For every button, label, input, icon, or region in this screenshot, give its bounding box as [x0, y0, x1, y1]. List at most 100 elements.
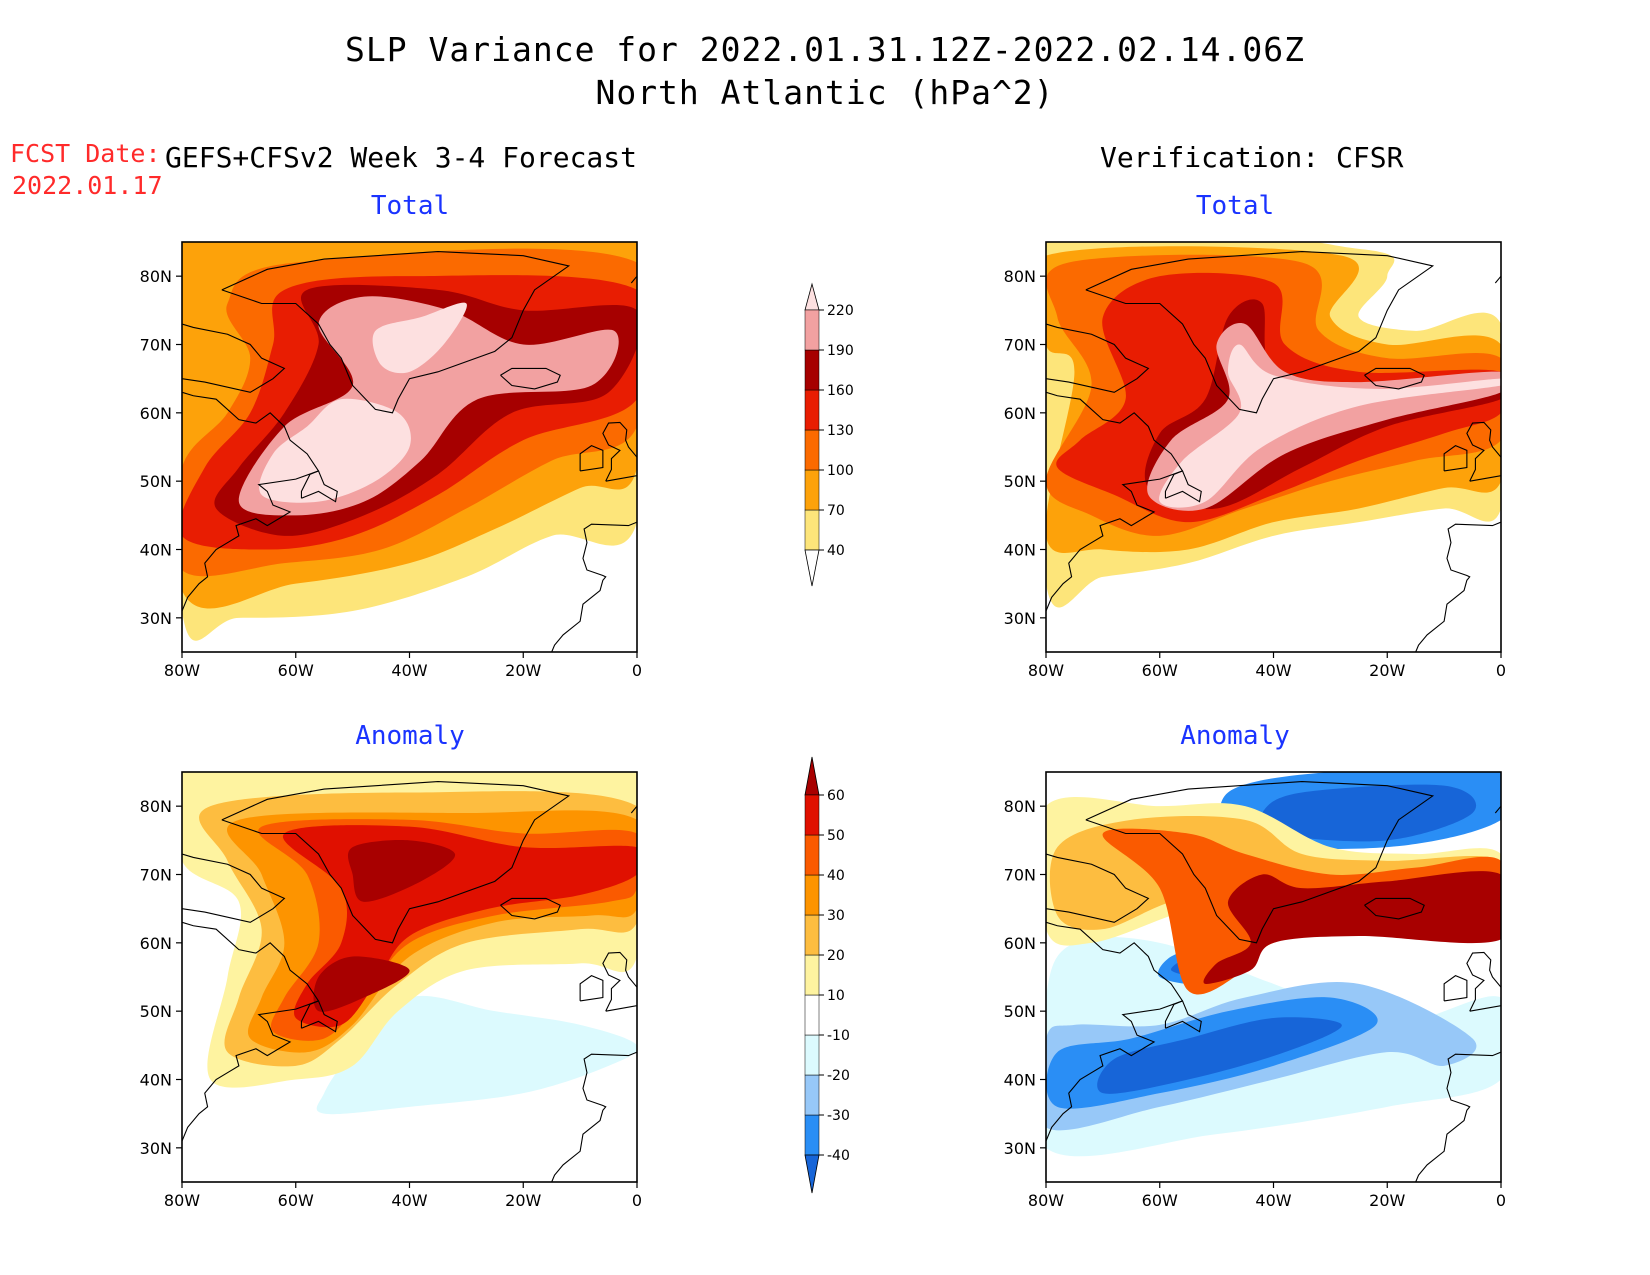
coastline: [1046, 853, 1150, 923]
lat-tick-label: 80N: [140, 797, 172, 816]
coastline: [1494, 275, 1501, 284]
colorbar-segment: [804, 1114, 820, 1156]
coastline: [1046, 391, 1184, 612]
colorbar-label: 30: [827, 908, 845, 924]
lon-tick-label: 60W: [278, 661, 314, 680]
colorbar-label: 40: [827, 868, 845, 884]
lon-tick-label: 40W: [391, 661, 427, 680]
coastline: [1046, 323, 1150, 393]
colorbar-segment: [804, 429, 820, 471]
colorbar-label: -30: [827, 1108, 850, 1124]
colorbar-label: 130: [827, 423, 854, 439]
shaded-field: [1046, 772, 1501, 1182]
colorbar-max-arrow: [804, 756, 820, 796]
colorbar-segment: [804, 349, 820, 391]
left-column-header: GEFS+CFSv2 Week 3-4 Forecast: [165, 141, 638, 174]
lat-tick-label: 40N: [1004, 541, 1036, 560]
contour-region: [372, 302, 467, 374]
coastline: [182, 391, 320, 612]
lat-tick-label: 30N: [1004, 1139, 1036, 1158]
colorbar-max-arrow: [804, 282, 820, 311]
contour-region: [1097, 1017, 1342, 1094]
lat-tick-label: 50N: [1004, 472, 1036, 491]
lat-tick-label: 60N: [1004, 404, 1036, 423]
colorbar-min-arrow: [804, 549, 820, 587]
coastline: [1046, 921, 1184, 1142]
coastline: [1466, 951, 1501, 1012]
colorbar-segment: [804, 389, 820, 431]
lon-tick-label: 40W: [1255, 1191, 1291, 1210]
colorbar-label: 60: [827, 788, 845, 804]
coastline: [1443, 975, 1468, 1002]
lat-tick-label: 40N: [140, 1071, 172, 1090]
map-forecast-total: 80W 60W 40W 20W 0 80N 70N 60N 50N 40N 30N: [140, 241, 642, 680]
coastline: [500, 367, 561, 390]
contour-region: [347, 840, 456, 902]
lat-tick-label: 50N: [140, 1002, 172, 1021]
colorbar-label: 50: [827, 828, 845, 844]
lon-tick-label: 80W: [164, 661, 200, 680]
colorbar-segment: [804, 994, 820, 1036]
lon-tick-label: 20W: [505, 661, 541, 680]
colorbar-total: 40 70 100 130 160 190 220: [804, 282, 854, 587]
right-column-header: Verification: CFSR: [1100, 141, 1404, 174]
colorbar-anomaly: -40 -30 -20 -10 10 20 30 40 50 60: [804, 756, 850, 1194]
coastline: [551, 521, 637, 652]
colorbar-label: 40: [827, 543, 845, 559]
contour-region: [259, 398, 411, 503]
panel-label-verification-anomaly: Anomaly: [1180, 721, 1290, 751]
colorbar-label: 160: [827, 383, 854, 399]
coastline: [579, 975, 604, 1002]
coastline: [300, 470, 338, 503]
colorbar-label: 220: [827, 303, 854, 319]
lon-tick-label: 60W: [1142, 661, 1178, 680]
colorbar-label: -10: [827, 1028, 850, 1044]
lon-tick-label: 0: [632, 661, 642, 680]
lat-tick-label: 60N: [1004, 934, 1036, 953]
colorbar-segment: [804, 874, 820, 916]
coastline: [579, 445, 604, 472]
colorbar-segment: [804, 794, 820, 836]
lat-tick-label: 80N: [1004, 797, 1036, 816]
contour-region: [1203, 871, 1501, 984]
coastline: [1164, 470, 1202, 503]
lat-tick-label: 60N: [140, 934, 172, 953]
lat-tick-label: 80N: [140, 267, 172, 286]
lat-tick-label: 30N: [140, 609, 172, 628]
panel-label-forecast-anomaly: Anomaly: [355, 721, 465, 751]
lon-tick-label: 0: [1496, 661, 1506, 680]
coastline: [1364, 367, 1425, 390]
contour-region: [316, 995, 637, 1115]
coastline: [1415, 521, 1501, 652]
coastline: [551, 1051, 637, 1182]
colorbar-segment: [804, 834, 820, 876]
lat-tick-label: 60N: [140, 404, 172, 423]
lon-tick-label: 40W: [1255, 661, 1291, 680]
contour-region: [313, 956, 410, 1012]
lat-tick-label: 30N: [1004, 609, 1036, 628]
lon-tick-label: 60W: [1142, 1191, 1178, 1210]
coastline: [182, 921, 320, 1142]
contour-region: [1159, 344, 1501, 508]
coastline: [182, 323, 286, 393]
contour-region: [1258, 784, 1477, 842]
coastline: [1466, 421, 1501, 482]
lon-tick-label: 20W: [1369, 661, 1405, 680]
colorbar-segment: [804, 914, 820, 956]
colorbar-label: -40: [827, 1148, 850, 1164]
lat-tick-label: 30N: [140, 1139, 172, 1158]
colorbar-label: 190: [827, 343, 854, 359]
lat-tick-label: 50N: [1004, 1002, 1036, 1021]
coastline: [1164, 1000, 1202, 1033]
colorbar-label: -20: [827, 1068, 850, 1084]
colorbar-segment: [804, 1034, 820, 1076]
lat-tick-label: 40N: [140, 541, 172, 560]
colorbar-segment: [804, 1074, 820, 1116]
coastline: [1443, 445, 1468, 472]
shaded-field: [1046, 242, 1501, 652]
coastline: [1494, 805, 1501, 814]
map-verification-total: 80W 60W 40W 20W 0 80N 70N 60N 50N 40N 30N: [1004, 241, 1506, 680]
lon-tick-label: 0: [632, 1191, 642, 1210]
lat-tick-label: 50N: [140, 472, 172, 491]
coastline: [500, 897, 561, 920]
